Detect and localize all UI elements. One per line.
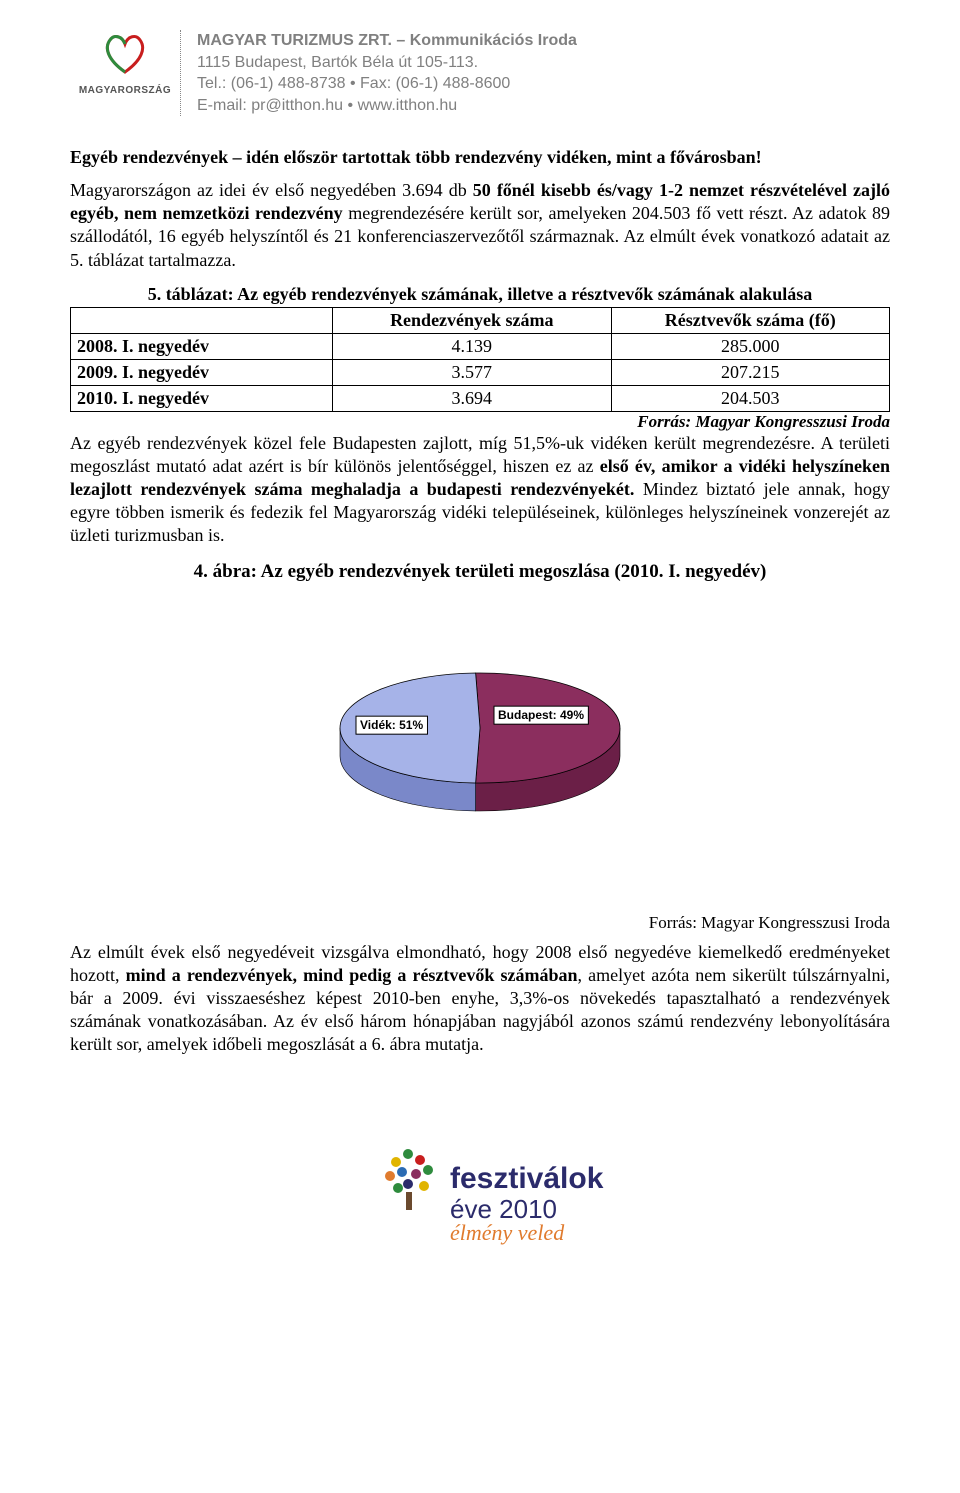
paragraph-2: Az egyéb rendezvények közel fele Budapes…: [70, 432, 890, 547]
table-cell: 285.000: [611, 333, 889, 359]
table-row: 2010. I. negyedév 3.694 204.503: [71, 385, 890, 411]
table-cell: 204.503: [611, 385, 889, 411]
logo-country-text: MAGYARORSZÁG: [70, 85, 180, 96]
table-row: Rendezvények száma Résztvevők száma (fő): [71, 307, 890, 333]
svg-text:élmény veled: élmény veled: [450, 1220, 565, 1245]
org-address: 1115 Budapest, Bartók Béla út 105-113.: [197, 52, 577, 74]
header-info: MAGYAR TURIZMUS ZRT. – Kommunikációs Iro…: [180, 30, 577, 116]
org-name: MAGYAR TURIZMUS ZRT. – Kommunikációs Iro…: [197, 30, 577, 52]
chart4-source: Forrás: Magyar Kongresszusi Iroda: [70, 913, 890, 933]
svg-text:Vidék: 51%: Vidék: 51%: [360, 718, 423, 732]
svg-text:Budapest: 49%: Budapest: 49%: [498, 708, 584, 722]
pie-chart-3d: Vidék: 51% Budapest: 49%: [70, 643, 890, 843]
chart4-title: 4. ábra: Az egyéb rendezvények területi …: [70, 561, 890, 583]
table-header: Rendezvények száma: [333, 307, 611, 333]
org-email: E-mail: pr@itthon.hu • www.itthon.hu: [197, 95, 577, 117]
table-header: Résztvevők száma (fő): [611, 307, 889, 333]
paragraph-3: Az elmúlt évek első negyedéveit vizsgálv…: [70, 941, 890, 1056]
svg-text:fesztiválok: fesztiválok: [450, 1162, 604, 1195]
p1-text-a: Magyarországon az idei év első negyedébe…: [70, 180, 473, 200]
table-cell: 2010. I. negyedév: [71, 385, 333, 411]
letterhead: MAGYARORSZÁG MAGYAR TURIZMUS ZRT. – Komm…: [70, 30, 890, 116]
paragraph-1: Magyarországon az idei év első negyedébe…: [70, 179, 890, 271]
table5-source: Forrás: Magyar Kongresszusi Iroda: [70, 412, 890, 432]
org-tel: Tel.: (06-1) 488-8738 • Fax: (06-1) 488-…: [197, 73, 577, 95]
table5: Rendezvények száma Résztvevők száma (fő)…: [70, 307, 890, 412]
table-cell: 207.215: [611, 359, 889, 385]
hungary-heart-logo: [100, 30, 150, 76]
logo-block: MAGYARORSZÁG: [70, 30, 180, 96]
table-cell: 2009. I. negyedév: [71, 359, 333, 385]
section-heading: Egyéb rendezvények – idén először tartot…: [70, 146, 890, 169]
table-cell: 3.694: [333, 385, 611, 411]
table-cell: 3.577: [333, 359, 611, 385]
table5-caption: 5. táblázat: Az egyéb rendezvények számá…: [70, 284, 890, 305]
table-cell: 2008. I. negyedév: [71, 333, 333, 359]
table-header: [71, 307, 333, 333]
footer-festival-logo: fesztiválok éve 2010 élmény veled: [70, 1136, 890, 1256]
p3-text-b: mind a rendezvények, mind pedig a résztv…: [126, 965, 578, 985]
table-row: 2008. I. negyedév 4.139 285.000: [71, 333, 890, 359]
festival-logo-svg: fesztiválok éve 2010 élmény veled: [350, 1136, 610, 1256]
table-cell: 4.139: [333, 333, 611, 359]
table-row: 2009. I. negyedév 3.577 207.215: [71, 359, 890, 385]
pie-chart-svg: Vidék: 51% Budapest: 49%: [270, 643, 690, 843]
